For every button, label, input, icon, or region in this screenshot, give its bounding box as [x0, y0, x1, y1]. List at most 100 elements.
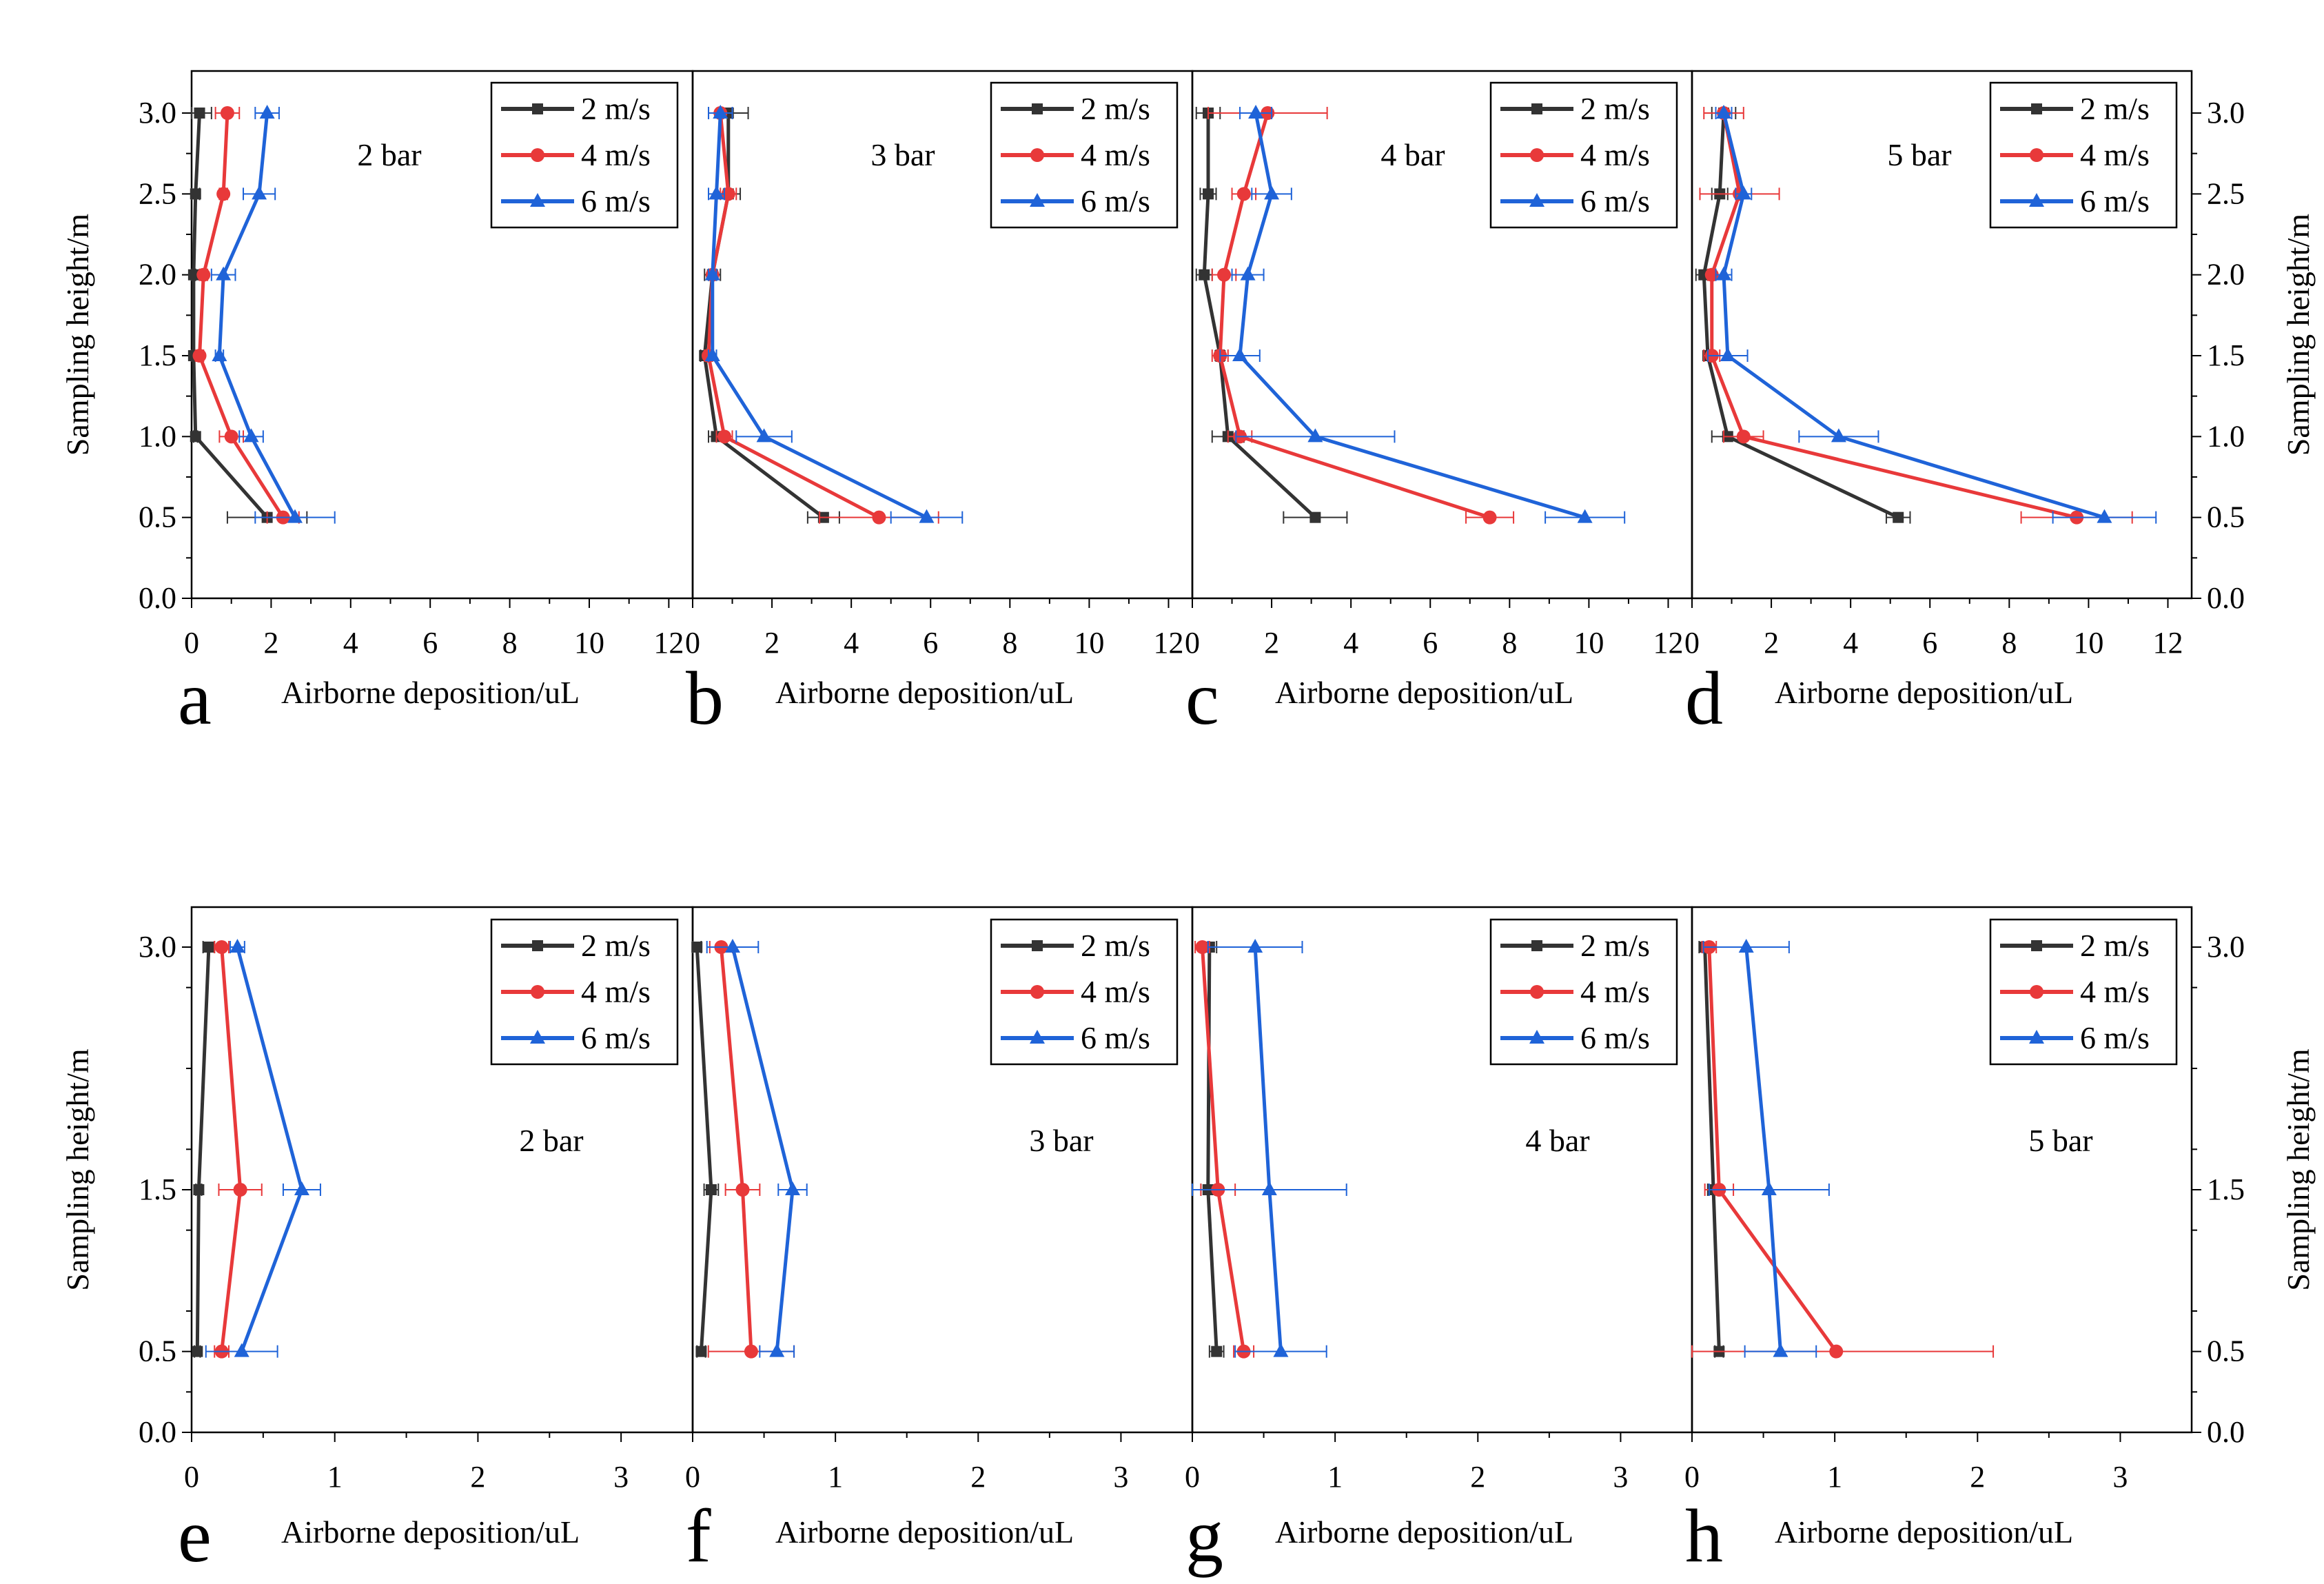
data-point	[216, 266, 232, 281]
series-6ms	[205, 939, 321, 1358]
data-point	[1738, 939, 1754, 953]
legend-entry: 6 m/s	[581, 183, 651, 219]
data-point	[1773, 1343, 1788, 1357]
panel-label: g	[1185, 1494, 1223, 1578]
x-tick-label: 0	[184, 1460, 199, 1494]
y-tick-label: 1.5	[2207, 338, 2245, 372]
legend: 2 m/s 4 m/s 6 m/s	[990, 918, 1179, 1066]
x-tick-label: 0	[1185, 1460, 1200, 1494]
legend-entry: 6 m/s	[1081, 183, 1150, 219]
x-tick-label: 0	[685, 1460, 700, 1494]
data-point	[704, 347, 720, 361]
x-tick-label: 0	[685, 626, 700, 660]
legend-swatch-marker	[1032, 940, 1043, 951]
x-tick-label: 2	[1970, 1460, 1985, 1494]
legend-entry: 4 m/s	[2080, 137, 2150, 172]
y-tick-label: 1.0	[139, 419, 176, 453]
x-tick-label: 2	[970, 1460, 986, 1494]
pressure-label: 4 bar	[1380, 137, 1445, 172]
legend-entry: 6 m/s	[1580, 183, 1650, 219]
data-point	[709, 185, 724, 200]
data-point	[872, 510, 886, 525]
legend-swatch-marker	[1030, 985, 1044, 999]
series-2ms	[192, 941, 216, 1358]
x-axis-title: Airborne deposition/uL	[775, 675, 1074, 710]
x-tick-label: 10	[1573, 626, 1604, 660]
legend-entry: 4 m/s	[1580, 137, 1650, 172]
legend-swatch-marker	[531, 985, 544, 999]
x-tick-label: 12	[2152, 626, 2183, 660]
panel-f: 0 1 2 3 f Airborne deposition/uL 3 bar 2 m/s 4 m…	[685, 906, 1194, 1578]
data-point	[243, 428, 259, 443]
panel-label: b	[686, 656, 724, 740]
data-point	[1893, 511, 1904, 523]
x-axis-title: Airborne deposition/uL	[1775, 675, 2073, 710]
legend-swatch-marker	[2031, 940, 2042, 951]
panel-g: 0 1 2 3 g Airborne deposition/uL 4 bar 2 m/s 4 m…	[1185, 906, 1693, 1578]
series-line	[192, 112, 269, 519]
data-point	[691, 942, 703, 953]
data-point	[1273, 1343, 1289, 1357]
legend-entry: 2 m/s	[1081, 91, 1150, 126]
x-tick-label: 2	[1264, 626, 1279, 660]
pressure-label: 4 bar	[1525, 1123, 1589, 1158]
x-tick-label: 0	[184, 626, 199, 660]
y-tick-label: 0.0	[139, 581, 176, 615]
x-tick-label: 3	[613, 1460, 629, 1494]
data-point	[1307, 428, 1323, 443]
legend-entry: 2 m/s	[1580, 928, 1650, 963]
legend-entry: 2 m/s	[2080, 928, 2150, 963]
y-axis-title: Sampling height/m	[2281, 214, 2316, 456]
legend-entry: 2 m/s	[2080, 91, 2150, 126]
data-point	[919, 509, 935, 523]
data-point	[220, 106, 234, 120]
y-tick-label: 2.0	[139, 258, 176, 292]
data-point	[1211, 1346, 1223, 1357]
data-point	[1264, 185, 1280, 200]
x-tick-label: 3	[1613, 1460, 1628, 1494]
data-point	[695, 1346, 707, 1357]
legend: 2 m/s 4 m/s 6 m/s	[1989, 918, 2178, 1066]
x-tick-label: 1	[1327, 1460, 1343, 1494]
series-line	[217, 112, 297, 518]
x-tick-label: 0	[1684, 626, 1700, 660]
x-tick-label: 2	[263, 626, 278, 660]
series-2ms	[691, 941, 720, 1358]
x-tick-label: 1	[327, 1460, 343, 1494]
legend: 2 m/s 4 m/s 6 m/s	[1489, 81, 1678, 229]
x-tick-label: 12	[1153, 626, 1183, 660]
x-tick-label: 8	[502, 626, 518, 660]
x-tick-label: 0	[1185, 626, 1200, 660]
pressure-label: 3 bar	[870, 137, 935, 172]
x-tick-label: 0	[1684, 1460, 1700, 1494]
series-6ms	[210, 105, 336, 524]
data-point	[785, 1181, 800, 1195]
plot-frame	[1691, 70, 2193, 600]
data-point	[194, 108, 205, 119]
x-tick-label: 1	[828, 1460, 843, 1494]
x-axis-title: Airborne deposition/uL	[1775, 1514, 2073, 1550]
data-point	[725, 939, 740, 953]
y-tick-label: 0.5	[2207, 1334, 2245, 1368]
y-tick-label: 3.0	[139, 96, 176, 130]
legend-swatch-marker	[2030, 985, 2043, 999]
series-6ms	[706, 939, 808, 1358]
pressure-label: 5 bar	[2028, 1123, 2092, 1158]
x-tick-label: 2	[1470, 1460, 1485, 1494]
x-tick-label: 8	[1002, 626, 1017, 660]
legend-swatch-marker	[1530, 985, 1544, 999]
legend-entry: 4 m/s	[1081, 137, 1150, 172]
y-tick-label: 3.0	[139, 930, 176, 964]
y-tick-label: 0.5	[139, 1334, 176, 1368]
data-point	[230, 939, 245, 953]
x-tick-label: 2	[764, 626, 779, 660]
x-tick-label: 10	[2073, 626, 2103, 660]
series-4ms	[192, 106, 300, 525]
series-6ms	[704, 105, 964, 524]
series-6ms	[1219, 105, 1626, 524]
series-line	[706, 112, 880, 519]
data-point	[1247, 939, 1263, 953]
y-tick-label: 1.5	[2207, 1172, 2245, 1206]
x-axis-title: Airborne deposition/uL	[281, 1514, 580, 1550]
